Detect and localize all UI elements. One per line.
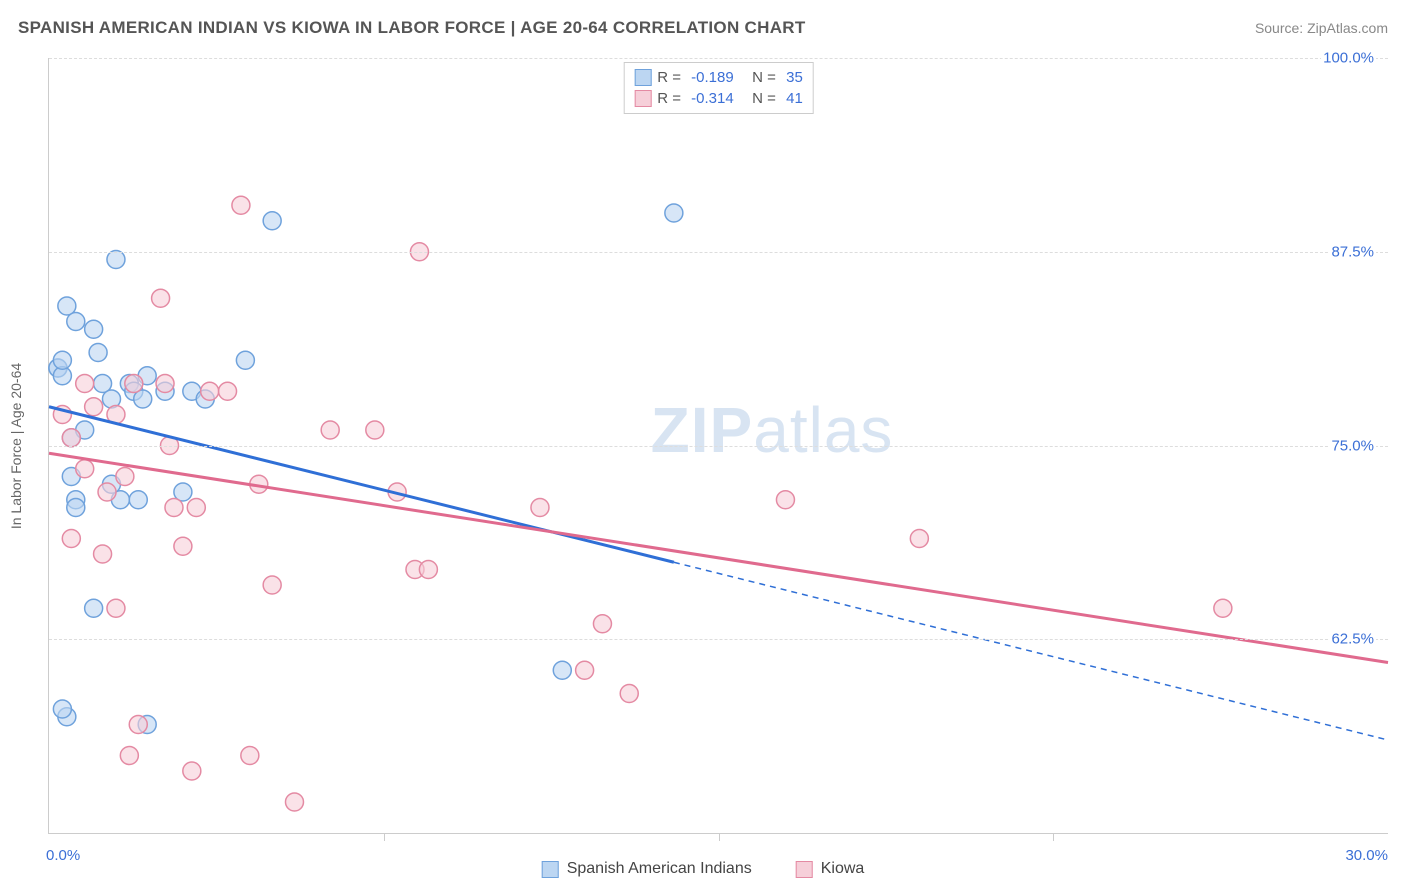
data-point	[285, 793, 303, 811]
data-point	[67, 313, 85, 331]
data-point	[53, 351, 71, 369]
trend-line	[49, 453, 1388, 662]
data-point	[62, 530, 80, 548]
data-point	[76, 375, 94, 393]
legend-row: R = -0.314 N = 41	[634, 88, 803, 109]
legend-n-label: N =	[740, 69, 780, 86]
x-tick	[1053, 833, 1054, 841]
x-tick-max: 30.0%	[1345, 847, 1388, 864]
data-point	[241, 747, 259, 765]
data-point	[125, 375, 143, 393]
data-point	[67, 499, 85, 517]
data-point	[232, 196, 250, 214]
data-point	[76, 460, 94, 478]
y-tick-label: 62.5%	[1329, 631, 1376, 648]
data-point	[593, 615, 611, 633]
data-point	[366, 421, 384, 439]
legend-r-label: R =	[657, 69, 685, 86]
legend-r-label: R =	[657, 90, 685, 107]
legend-n-label: N =	[740, 90, 780, 107]
data-point	[187, 499, 205, 517]
legend-swatch	[634, 90, 651, 107]
legend-swatch	[796, 861, 813, 878]
trend-line-extrapolated	[674, 562, 1388, 740]
y-tick-label: 100.0%	[1321, 50, 1376, 67]
data-point	[665, 204, 683, 222]
data-point	[129, 491, 147, 509]
data-point	[910, 530, 928, 548]
legend-label: Kiowa	[821, 860, 865, 878]
data-point	[62, 429, 80, 447]
legend-r-value: -0.314	[691, 90, 734, 107]
legend-r-value: -0.189	[691, 69, 734, 86]
legend-row: R = -0.189 N = 35	[634, 67, 803, 88]
data-point	[410, 243, 428, 261]
data-point	[531, 499, 549, 517]
data-point	[183, 762, 201, 780]
legend-swatch	[634, 69, 651, 86]
legend-n-value: 35	[786, 69, 803, 86]
correlation-legend: R = -0.189 N = 35R = -0.314 N = 41	[623, 62, 814, 114]
legend-label: Spanish American Indians	[567, 860, 752, 878]
data-point	[419, 561, 437, 579]
legend-item: Kiowa	[796, 860, 865, 878]
y-tick-label: 87.5%	[1329, 243, 1376, 260]
data-point	[263, 212, 281, 230]
data-point	[219, 382, 237, 400]
data-point	[201, 382, 219, 400]
chart-title: SPANISH AMERICAN INDIAN VS KIOWA IN LABO…	[18, 18, 806, 38]
x-tick	[384, 833, 385, 841]
trend-line	[49, 407, 674, 563]
legend-n-value: 41	[786, 90, 803, 107]
data-point	[129, 716, 147, 734]
y-axis-label: In Labor Force | Age 20-64	[8, 363, 24, 529]
data-point	[98, 483, 116, 501]
data-point	[553, 661, 571, 679]
x-tick-min: 0.0%	[46, 847, 80, 864]
x-tick	[719, 833, 720, 841]
y-tick-label: 75.0%	[1329, 437, 1376, 454]
chart-area: ZIPatlas R = -0.189 N = 35R = -0.314 N =…	[48, 58, 1388, 834]
data-point	[107, 599, 125, 617]
series-legend: Spanish American Indians Kiowa	[542, 860, 865, 878]
data-point	[1214, 599, 1232, 617]
data-point	[236, 351, 254, 369]
data-point	[116, 468, 134, 486]
data-point	[107, 251, 125, 269]
data-point	[776, 491, 794, 509]
data-point	[89, 344, 107, 362]
data-point	[120, 747, 138, 765]
data-point	[53, 700, 71, 718]
data-point	[94, 545, 112, 563]
scatter-plot	[49, 58, 1388, 833]
data-point	[156, 375, 174, 393]
data-point	[620, 685, 638, 703]
data-point	[263, 576, 281, 594]
data-point	[85, 398, 103, 416]
data-point	[321, 421, 339, 439]
legend-item: Spanish American Indians	[542, 860, 752, 878]
data-point	[174, 537, 192, 555]
data-point	[152, 289, 170, 307]
data-point	[85, 320, 103, 338]
data-point	[165, 499, 183, 517]
data-point	[85, 599, 103, 617]
legend-swatch	[542, 861, 559, 878]
data-point	[576, 661, 594, 679]
source-label: Source: ZipAtlas.com	[1255, 20, 1388, 36]
